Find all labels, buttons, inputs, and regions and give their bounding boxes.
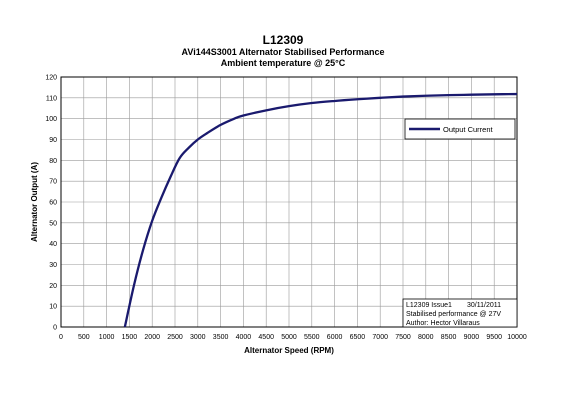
series-layer: [123, 92, 518, 328]
y-tick-label: 20: [49, 283, 57, 290]
plot-area: [60, 76, 518, 328]
series-line-output-current: [123, 92, 518, 328]
y-tick-label: 60: [49, 200, 57, 207]
y-tick-label: 70: [49, 179, 57, 186]
x-tick-label: 0: [59, 334, 63, 341]
x-tick-label: 7000: [372, 334, 388, 341]
chart-title: L12309: [263, 33, 304, 47]
x-tick-label: 6500: [350, 334, 366, 341]
info-box: L12309 Issue1 30/11/2011 Stabilised perf…: [402, 298, 518, 328]
y-tick-label: 40: [49, 241, 57, 248]
x-tick-label: 4500: [258, 334, 274, 341]
y-tick-label: 0: [53, 325, 57, 332]
y-tick-label: 120: [45, 75, 57, 82]
info-line-1-left: L12309 Issue1: [406, 302, 452, 309]
chart-subtitle-2: Ambient temperature @ 25°C: [221, 58, 346, 68]
legend-box: [404, 118, 516, 140]
y-tick-label: 110: [46, 95, 57, 102]
legend-label: Output Current: [443, 125, 494, 134]
x-axis-title: Alternator Speed (RPM): [244, 346, 334, 355]
x-tick-label: 3000: [190, 334, 206, 341]
x-tick-label: 2500: [167, 334, 183, 341]
y-tick-label: 10: [49, 304, 57, 311]
x-tick-label: 2000: [144, 334, 160, 341]
x-tick-label: 5000: [281, 334, 297, 341]
chart-subtitle: AVi144S3001 Alternator Stabilised Perfor…: [182, 47, 385, 57]
x-tick-label: 1000: [99, 334, 115, 341]
x-tick-label: 5500: [304, 334, 320, 341]
info-line-3: Author: Hector Villaraus: [406, 320, 480, 327]
x-tick-label: 500: [78, 334, 90, 341]
x-tick-label: 8000: [418, 334, 434, 341]
legend: Output Current: [404, 118, 516, 140]
y-tick-label: 30: [49, 262, 57, 269]
tick-labels: 0 500 1000 1500 2000 2500 3000 3500 4000 4500 5000…: [45, 75, 527, 342]
x-tick-label: 4000: [236, 334, 252, 341]
y-tick-label: 100: [45, 116, 57, 123]
x-tick-label: 9000: [464, 334, 480, 341]
x-tick-label: 1500: [122, 334, 138, 341]
y-tick-label: 50: [49, 220, 57, 227]
info-line-2: Stabilised performance @ 27V: [406, 311, 501, 318]
y-tick-label: 90: [49, 137, 57, 144]
info-line-1-right: 30/11/2011: [467, 302, 501, 309]
info-box-frame: [402, 298, 518, 328]
y-tick-label: 80: [49, 158, 57, 165]
x-tick-label: 10000: [507, 334, 527, 341]
x-tick-label: 6000: [327, 334, 343, 341]
x-tick-label: 8500: [441, 334, 457, 341]
y-axis-title: Alternator Output (A): [30, 162, 39, 242]
x-tick-label: 3500: [213, 334, 229, 341]
x-tick-label: 7500: [395, 334, 411, 341]
grid: [60, 76, 518, 328]
x-tick-label: 9500: [486, 334, 502, 341]
